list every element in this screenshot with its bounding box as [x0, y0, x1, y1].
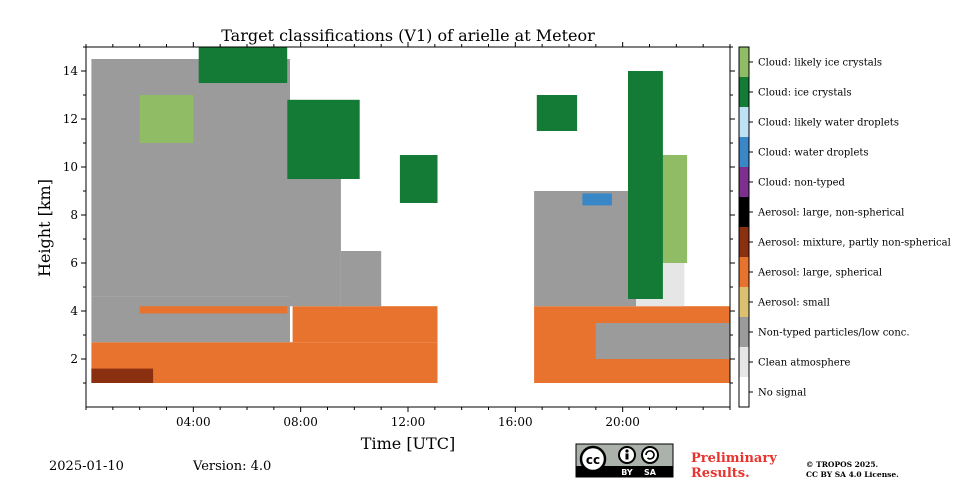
region-10: [198, 47, 288, 83]
region-13: [595, 323, 730, 359]
region-9: [399, 155, 438, 203]
y-tick-label: 14: [63, 64, 79, 78]
legend-label: Cloud: water droplets: [758, 148, 869, 159]
region-8: [287, 99, 360, 179]
legend-label: Aerosol: large, non-spherical: [757, 208, 904, 219]
region-2: [139, 306, 288, 314]
y-axis-ticks: 2 4 6 8 10 12 14: [63, 46, 735, 384]
region-4: [91, 59, 291, 297]
legend-swatch: [739, 347, 749, 377]
y-tick-label: 8: [70, 208, 78, 222]
version-label: Version: 4.0: [192, 459, 271, 474]
copyright-line-1: © TROPOS 2025.: [806, 460, 878, 469]
x-tick-label: 04:00: [176, 415, 211, 429]
legend-swatch: [739, 377, 749, 407]
region-7: [91, 368, 154, 383]
region-18: [582, 193, 612, 206]
legend-label: Aerosol: small: [757, 298, 830, 309]
y-tick-label: 2: [70, 352, 78, 366]
chart-title: Target classifications (V1) of arielle a…: [221, 26, 595, 45]
legend-label: Aerosol: mixture, partly non-spherical: [757, 238, 951, 249]
legend-label: Cloud: non-typed: [758, 178, 846, 189]
date-label: 2025-01-10: [49, 459, 124, 474]
cc-icon: [579, 445, 607, 473]
legend-label: No signal: [758, 388, 806, 399]
sa-sharealike-icon: [641, 446, 659, 464]
cc-sa-text: SA: [644, 468, 657, 477]
region-1: [91, 296, 291, 343]
legend-swatch: [739, 47, 749, 77]
legend-swatch: [739, 227, 749, 257]
preliminary-line-1: Preliminary: [691, 451, 777, 466]
x-tick-label: 08:00: [283, 415, 318, 429]
legend-swatch: [739, 257, 749, 287]
legend-swatch: [739, 167, 749, 197]
y-tick-label: 10: [63, 160, 78, 174]
x-axis-ticks: 04:00 08:00 12:00 16:00 20:00: [85, 42, 731, 429]
copyright-line-2: CC BY SA 4.0 License.: [806, 470, 899, 479]
cc-license-badge: cc BY SA: [575, 443, 674, 478]
legend-swatch: [739, 197, 749, 227]
region-6: [340, 251, 382, 307]
plot-area: [85, 46, 731, 408]
x-axis-label: Time [UTC]: [361, 434, 455, 453]
y-axis-label: Height [km]: [35, 179, 54, 277]
svg-text:cc: cc: [586, 453, 600, 467]
region-11: [139, 95, 194, 143]
legend-swatch: [739, 107, 749, 137]
legend-label: Non-typed particles/low conc.: [758, 328, 910, 339]
preliminary-line-2: Results.: [691, 466, 750, 480]
legend-swatch: [739, 77, 749, 107]
region-5: [289, 155, 341, 307]
region-17: [628, 71, 663, 299]
legend-label: Cloud: likely ice crystals: [758, 58, 882, 69]
legend-label: Aerosol: large, spherical: [757, 268, 882, 279]
y-tick-label: 6: [70, 256, 78, 270]
legend-swatch: [739, 317, 749, 347]
legend-swatch: [739, 137, 749, 167]
classification-regions: [91, 47, 730, 383]
legend-colorbar: Cloud: likely ice crystals Cloud: ice cry…: [738, 46, 951, 408]
legend-label: Cloud: ice crystals: [758, 88, 852, 99]
cc-by-text: BY: [621, 468, 633, 477]
legend-label: Clean atmosphere: [758, 358, 851, 369]
y-tick-label: 4: [70, 304, 78, 318]
legend-swatch: [739, 287, 749, 317]
region-14: [534, 191, 637, 307]
x-tick-label: 20:00: [605, 415, 640, 429]
y-tick-label: 12: [63, 112, 78, 126]
region-3: [292, 306, 438, 343]
x-tick-label: 16:00: [498, 415, 533, 429]
legend-frame: [738, 46, 750, 408]
x-tick-label: 12:00: [391, 415, 426, 429]
region-19: [536, 95, 578, 131]
legend-label: Cloud: likely water droplets: [758, 118, 899, 129]
